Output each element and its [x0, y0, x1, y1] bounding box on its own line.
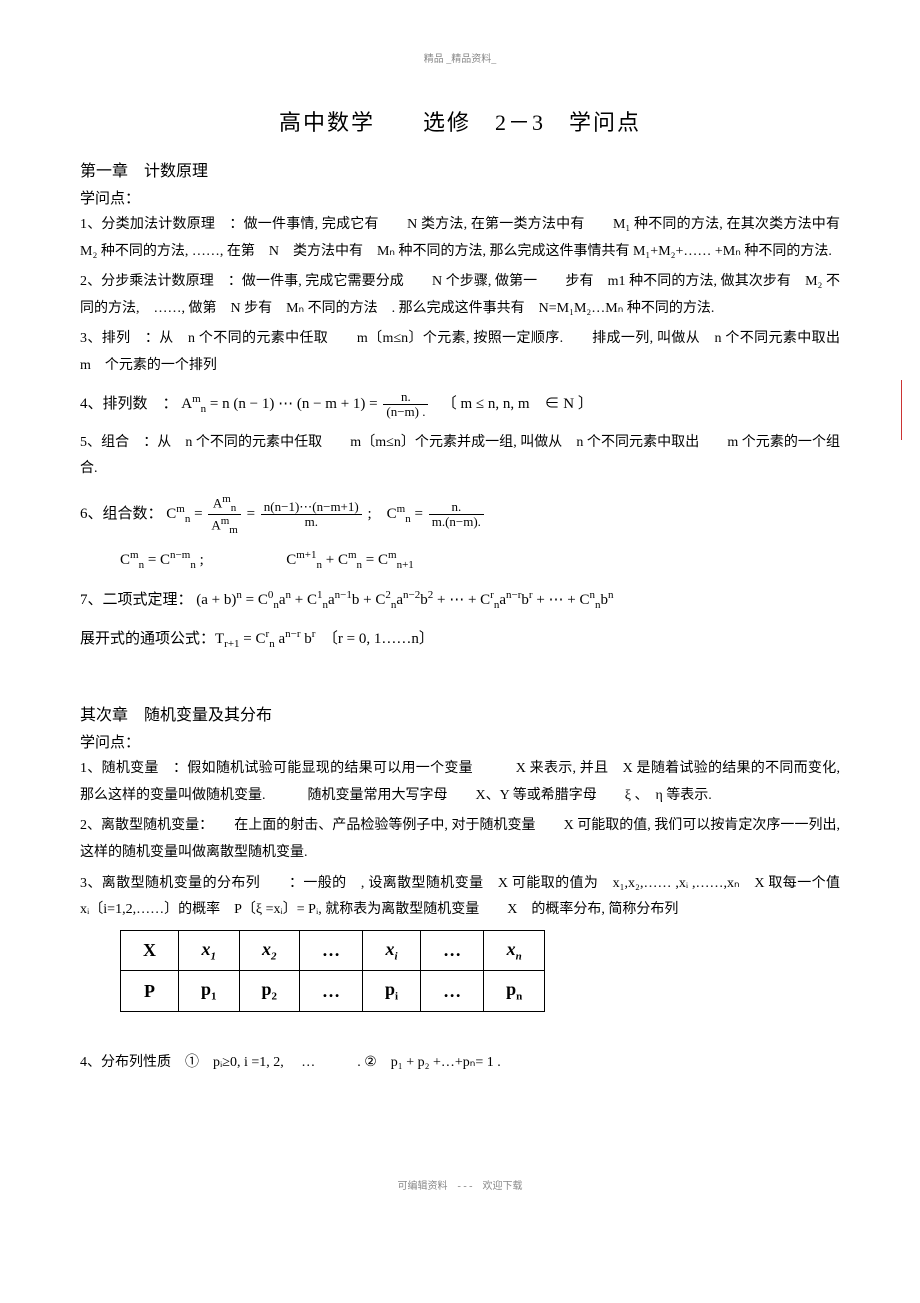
combination-formula-1: Cmn = AmnAmm = n(n−1)⋯(n−m+1)m. ; Cmn = … [166, 506, 486, 522]
table-cell: x2 [239, 930, 300, 971]
combination-formula-2: Cmn = Cn−mn ; Cm+1n + Cmn = Cmn+1 [120, 546, 840, 576]
table-cell: xi [363, 930, 421, 971]
ch1-item3: 3、排列 ：从 n 个不同的元素中任取 m〔m≤n〕个元素, 按照一定顺序. 排… [80, 326, 840, 379]
page-title: 高中数学 选修 2－3 学问点 [80, 105, 840, 137]
ch1-item1: 1、分类加法计数原理 ：做一件事情, 完成它有 N 类方法, 在第一类方法中有 … [80, 212, 840, 265]
chapter2-label: 学问点： [80, 731, 840, 752]
table-cell: pn [484, 971, 545, 1012]
ch1-item7-label: 7、二项式定理： [80, 592, 193, 608]
binomial-general-term: 展开式的通项公式：Tr+1 = Crn an−r br 〔r = 0, 1……n… [80, 631, 434, 647]
table-cell: X [121, 930, 179, 971]
table-cell: … [421, 930, 484, 971]
accent-vertical-line [901, 380, 902, 440]
ch2-item3: 3、离散型随机变量的分布列 ：一般的 , 设离散型随机变量 X 可能取的值为 x… [80, 871, 840, 924]
table-cell: … [300, 930, 363, 971]
table-row: P p1 p2 … pi … pn [121, 971, 545, 1012]
ch1-item7: 7、二项式定理： (a + b)n = C0nan + C1nan−1b + C… [80, 586, 840, 616]
header-note: 精品 _精品资料_ [80, 50, 840, 65]
table-row: X x1 x2 … xi … xn [121, 930, 545, 971]
ch1-item6-label: 6、组合数： [80, 506, 163, 522]
ch1-item6: 6、组合数： Cmn = AmnAmm = n(n−1)⋯(n−m+1)m. ;… [80, 493, 840, 536]
distribution-table: X x1 x2 … xi … xn P p1 p2 … pi … pn [120, 930, 545, 1012]
table-cell: pi [363, 971, 421, 1012]
ch1-item4-label: 4、排列数 ： [80, 396, 178, 412]
chapter2-heading: 其次章 随机变量及其分布 [80, 701, 840, 725]
ch2-item4: 4、分布列性质 ① pᵢ≥0, i =1, 2, … . ② p₁ + p₂ +… [80, 1050, 840, 1077]
ch1-item8: 展开式的通项公式：Tr+1 = Crn an−r br 〔r = 0, 1……n… [80, 625, 840, 655]
ch2-item2: 2、离散型随机变量： 在上面的射击、产品检验等例子中, 对于随机变量 X 可能取… [80, 813, 840, 866]
table-cell: p1 [179, 971, 240, 1012]
ch1-item5: 5、组合 ：从 n 个不同的元素中任取 m〔m≤n〕个元素并成一组, 叫做从 n… [80, 430, 840, 483]
table-cell: P [121, 971, 179, 1012]
permutation-formula: Amn = n (n − 1) ⋯ (n − m + 1) = n.(n−m) … [181, 396, 593, 412]
chapter1-label: 学问点： [80, 187, 840, 208]
table-cell: xn [484, 930, 545, 971]
ch1-item2: 2、分步乘法计数原理 ：做一件事, 完成它需要分成 N 个步骤, 做第一 步有 … [80, 269, 840, 322]
ch2-item1: 1、随机变量 ：假如随机试验可能显现的结果可以用一个变量 X 来表示, 并且 X… [80, 756, 840, 809]
table-cell: x1 [179, 930, 240, 971]
table-cell: … [421, 971, 484, 1012]
binomial-theorem: (a + b)n = C0nan + C1nan−1b + C2nan−2b2 … [196, 592, 613, 608]
table-cell: p2 [239, 971, 300, 1012]
footer-note: 可编辑资料 - - - 欢迎下载 [80, 1177, 840, 1192]
ch1-item4: 4、排列数 ： Amn = n (n − 1) ⋯ (n − m + 1) = … [80, 390, 840, 420]
chapter1-heading: 第一章 计数原理 [80, 157, 840, 181]
table-cell: … [300, 971, 363, 1012]
